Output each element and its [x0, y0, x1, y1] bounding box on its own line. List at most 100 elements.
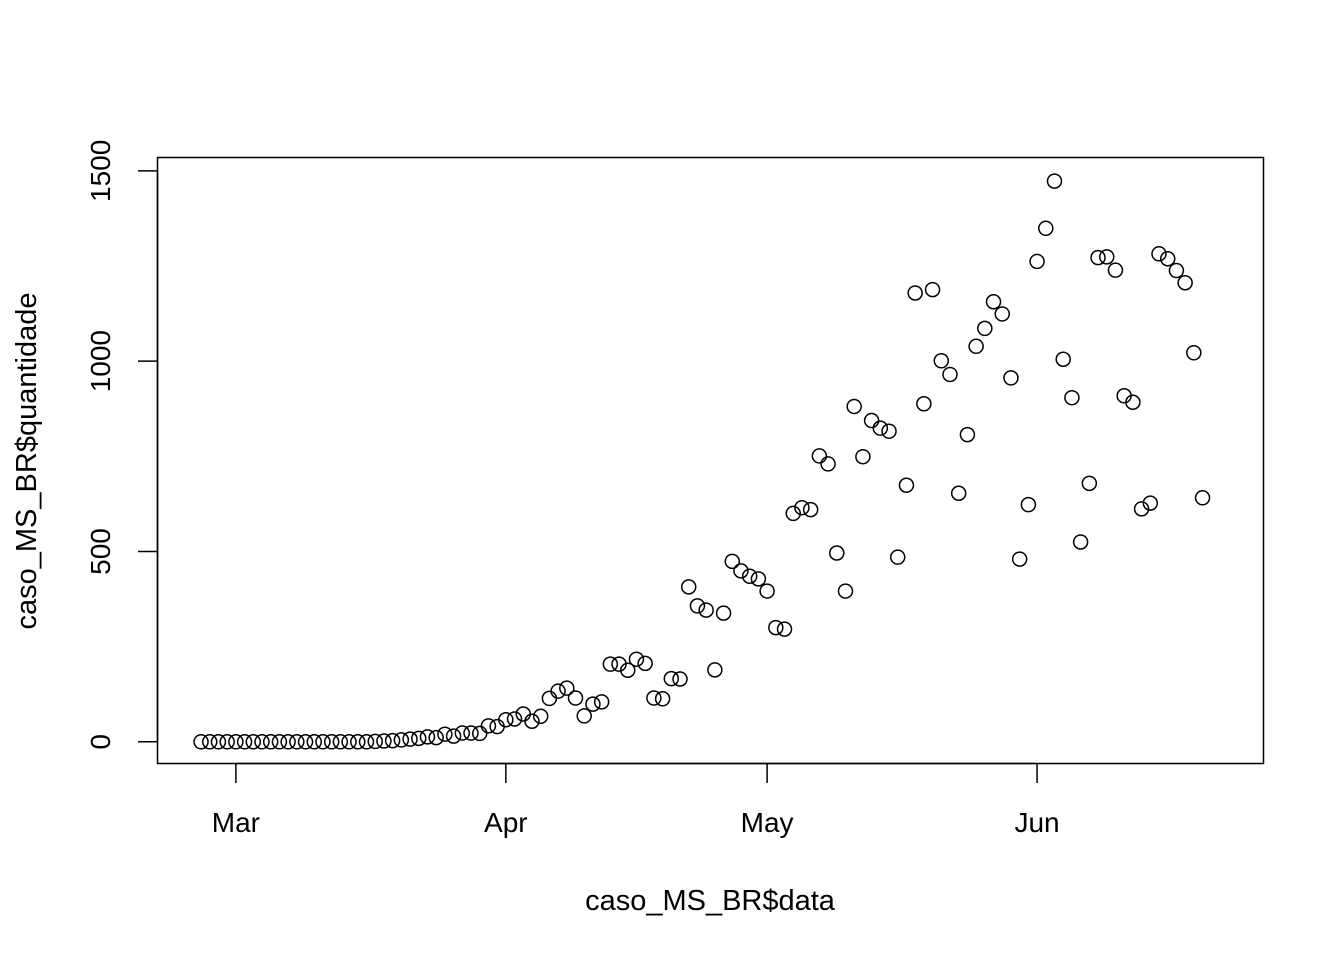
data-point — [741, 568, 758, 584]
data-point — [602, 656, 619, 672]
data-point — [724, 553, 741, 570]
data-point — [1168, 262, 1185, 279]
data-point — [1098, 249, 1115, 265]
data-point — [924, 281, 941, 298]
data-point — [855, 448, 871, 465]
data-point — [445, 728, 462, 744]
data-points — [193, 173, 1211, 750]
data-point — [811, 448, 828, 464]
data-point — [846, 398, 862, 415]
data-point — [620, 662, 636, 678]
data-point — [889, 549, 906, 565]
data-point — [297, 734, 314, 750]
data-point — [1194, 490, 1211, 506]
data-point — [802, 501, 819, 518]
data-point — [985, 294, 1002, 310]
y-axis: 0 500 1000 1500 — [85, 140, 159, 750]
data-point — [219, 734, 235, 750]
y-tick-label: 500 — [85, 528, 116, 575]
plot-frame — [156, 156, 1265, 765]
data-point — [872, 420, 889, 436]
data-point — [210, 734, 227, 750]
data-point — [323, 734, 340, 750]
data-point — [1186, 345, 1202, 361]
data-point — [358, 734, 375, 750]
data-point — [315, 734, 331, 750]
data-point — [280, 734, 296, 750]
data-point — [532, 708, 549, 725]
data-point — [506, 711, 523, 727]
data-point — [794, 499, 810, 516]
data-point — [1046, 173, 1063, 189]
data-point — [1125, 394, 1141, 411]
data-point — [419, 729, 436, 745]
x-axis: Mar Apr May Jun — [212, 762, 1060, 838]
data-point — [271, 734, 288, 750]
data-point — [950, 485, 967, 501]
data-point — [707, 662, 723, 678]
data-point — [1029, 253, 1045, 270]
data-point — [698, 602, 714, 618]
data-point — [245, 734, 262, 750]
data-point — [489, 718, 505, 735]
data-point — [393, 732, 410, 748]
data-point — [1072, 534, 1089, 550]
x-tick-label: May — [741, 807, 794, 838]
data-point — [680, 579, 697, 595]
data-point — [881, 423, 897, 439]
data-point — [559, 680, 575, 696]
data-point — [384, 732, 401, 749]
data-point — [1064, 389, 1080, 406]
data-point — [1177, 274, 1193, 291]
x-tick-label: Mar — [212, 807, 260, 838]
data-point — [341, 734, 357, 750]
data-point — [454, 725, 471, 741]
data-point — [193, 734, 209, 750]
data-point — [262, 734, 279, 750]
data-point — [933, 353, 950, 369]
data-point — [437, 726, 453, 742]
data-point — [689, 598, 706, 614]
data-point — [567, 690, 584, 706]
data-point — [1142, 495, 1159, 511]
data-point — [289, 734, 305, 750]
data-point — [411, 730, 427, 747]
data-point — [1090, 249, 1106, 266]
data-point — [733, 563, 749, 579]
data-point — [628, 651, 645, 667]
data-point — [829, 545, 845, 561]
data-point — [820, 456, 836, 472]
data-point — [471, 725, 488, 742]
data-point — [1038, 220, 1054, 237]
data-point — [593, 694, 610, 710]
data-point — [837, 583, 854, 599]
y-tick-label: 1000 — [85, 330, 116, 392]
data-point — [228, 734, 244, 750]
data-point — [550, 683, 566, 699]
data-point — [968, 338, 984, 355]
data-point — [898, 477, 915, 493]
data-point — [367, 733, 383, 750]
data-point — [750, 571, 767, 587]
data-point — [977, 320, 993, 337]
data-point — [480, 718, 497, 734]
data-point — [654, 691, 671, 707]
data-point — [1107, 262, 1124, 278]
data-point — [1011, 551, 1028, 567]
data-point — [1055, 351, 1071, 367]
data-point — [759, 583, 775, 599]
data-point — [907, 285, 923, 301]
data-point — [585, 696, 601, 712]
data-point — [663, 670, 680, 687]
data-point — [646, 690, 662, 706]
data-point — [428, 729, 444, 746]
y-tick-label: 0 — [85, 734, 116, 750]
x-tick-label: Apr — [484, 807, 528, 838]
data-point — [942, 366, 958, 383]
data-point — [202, 734, 218, 750]
data-point — [863, 412, 880, 429]
data-point — [498, 711, 514, 728]
data-point — [236, 734, 253, 750]
data-point — [1020, 496, 1037, 513]
